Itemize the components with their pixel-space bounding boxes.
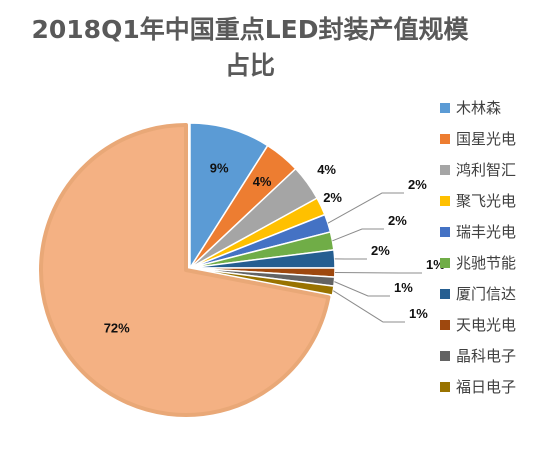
legend-swatch — [440, 289, 450, 299]
legend-label: 鸿利智汇 — [456, 161, 516, 179]
legend-swatch — [440, 134, 450, 144]
legend-swatch — [440, 258, 450, 268]
data-label: 2% — [371, 243, 390, 258]
data-label: 9% — [210, 161, 229, 176]
legend-label: 国星光电 — [456, 130, 516, 148]
data-label: 2% — [323, 190, 342, 205]
legend-swatch — [440, 351, 450, 361]
legend-label: 福日电子 — [456, 378, 516, 396]
legend-label: 晶科电子 — [456, 347, 516, 365]
pie-slices — [39, 122, 336, 417]
data-labels: 9%4%4%2%2%2%2%1%1%1%72% — [104, 161, 446, 336]
pie-slice — [39, 123, 331, 417]
data-label: 2% — [408, 177, 427, 192]
leader-line — [332, 228, 384, 242]
legend-swatch — [440, 227, 450, 237]
legend-label: 兆驰节能 — [456, 254, 516, 272]
legend-label: 瑞丰光电 — [456, 223, 516, 241]
legend-swatch — [440, 382, 450, 392]
leader-line — [327, 192, 404, 224]
legend-label: 聚飞光电 — [456, 192, 516, 210]
legend-swatch — [440, 196, 450, 206]
leader-line — [332, 290, 405, 323]
legend-label: 天电光电 — [456, 316, 516, 334]
legend-swatch — [440, 103, 450, 113]
chart-title-line-1: 2018Q1年中国重点LED封装产值规模 — [32, 15, 470, 44]
leader-lines — [327, 192, 422, 323]
data-label: 1% — [409, 306, 428, 321]
legend-label: 厦门信达 — [456, 285, 516, 303]
data-label: 1% — [394, 280, 413, 295]
legend-swatch — [440, 165, 450, 175]
legend-label: 木林森 — [456, 99, 501, 117]
data-label: 4% — [253, 174, 272, 189]
chart-title-line-2: 占比 — [225, 51, 275, 80]
pie-slice — [189, 122, 269, 269]
data-label: 2% — [388, 213, 407, 228]
data-label: 72% — [104, 320, 130, 335]
legend-swatch — [440, 320, 450, 330]
leader-line — [334, 281, 390, 297]
data-label: 4% — [317, 162, 336, 177]
